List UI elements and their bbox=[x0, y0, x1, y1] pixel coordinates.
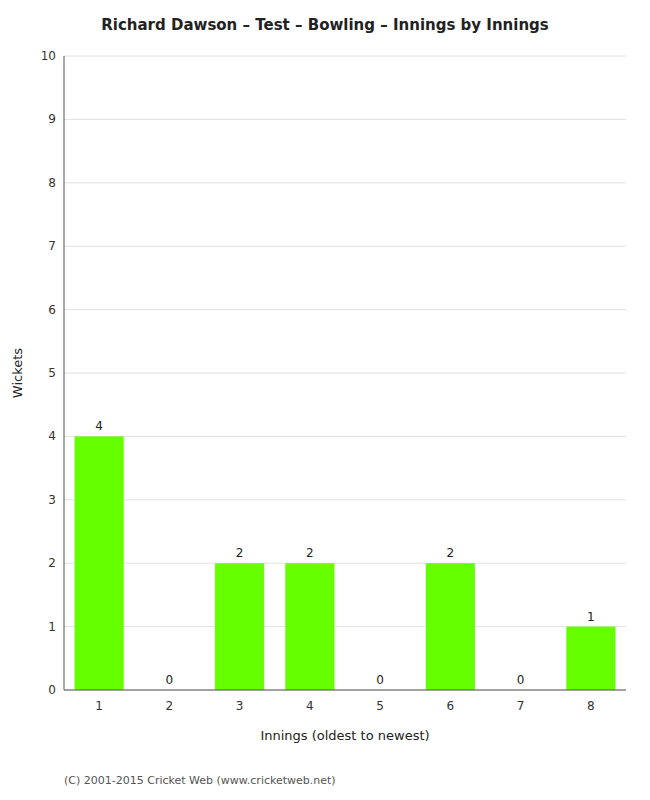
data-label: 1 bbox=[587, 610, 595, 624]
grid-line bbox=[64, 246, 626, 247]
chart-svg: 0 1 2 3 4 5 6 7 8 9 10 1 2 3 4 5 6 7 8 4 0 2 2 0 2 0 1 Richard Daws… bbox=[0, 0, 650, 800]
y-tick-label: 6 bbox=[48, 303, 56, 317]
y-axis-title: Wickets bbox=[10, 348, 25, 398]
y-tick-label: 3 bbox=[48, 493, 56, 507]
bars bbox=[75, 436, 616, 690]
data-label: 4 bbox=[95, 419, 103, 433]
x-axis: 1 2 3 4 5 6 7 8 bbox=[95, 699, 594, 713]
x-tick-label: 2 bbox=[166, 699, 174, 713]
bar bbox=[285, 563, 334, 690]
y-tick-label: 8 bbox=[48, 176, 56, 190]
y-tick-label: 4 bbox=[48, 429, 56, 443]
y-tick-label: 2 bbox=[48, 556, 56, 570]
data-label: 2 bbox=[236, 546, 244, 560]
data-label: 0 bbox=[166, 673, 174, 687]
data-label: 2 bbox=[447, 546, 455, 560]
data-labels: 4 0 2 2 0 2 0 1 bbox=[95, 419, 594, 687]
x-tick-label: 5 bbox=[376, 699, 384, 713]
grid bbox=[64, 56, 626, 690]
y-tick-label: 5 bbox=[48, 366, 56, 380]
y-axis: 0 1 2 3 4 5 6 7 8 9 10 bbox=[41, 49, 56, 697]
grid-line bbox=[64, 56, 626, 57]
title: Richard Dawson – Test – Bowling – Inning… bbox=[101, 16, 549, 34]
grid-line bbox=[64, 309, 626, 310]
grid-line bbox=[64, 499, 626, 500]
data-label: 0 bbox=[517, 673, 525, 687]
data-label: 0 bbox=[376, 673, 384, 687]
y-tick-label: 1 bbox=[48, 620, 56, 634]
grid-line bbox=[64, 690, 626, 691]
chart-container: 0 1 2 3 4 5 6 7 8 9 10 1 2 3 4 5 6 7 8 4 0 2 2 0 2 0 1 Richard Daws… bbox=[0, 0, 650, 800]
x-tick-label: 6 bbox=[447, 699, 455, 713]
bar bbox=[75, 436, 124, 690]
x-tick-label: 8 bbox=[587, 699, 595, 713]
grid-line bbox=[64, 119, 626, 120]
bar bbox=[426, 563, 475, 690]
y-axis-line bbox=[64, 56, 65, 690]
y-tick-label: 0 bbox=[48, 683, 56, 697]
grid-line bbox=[64, 182, 626, 183]
background bbox=[0, 0, 650, 800]
bar bbox=[215, 563, 264, 690]
footer-annotation: (C) 2001-2015 Cricket Web (www.cricketwe… bbox=[64, 774, 336, 787]
grid-line bbox=[64, 373, 626, 374]
x-axis-title: Innings (oldest to newest) bbox=[260, 728, 429, 743]
x-tick-label: 3 bbox=[236, 699, 244, 713]
x-axis-line bbox=[64, 690, 626, 691]
x-tick-label: 1 bbox=[95, 699, 103, 713]
grid-line bbox=[64, 563, 626, 564]
y-tick-label: 9 bbox=[48, 112, 56, 126]
x-tick-label: 4 bbox=[306, 699, 314, 713]
x-tick-label: 7 bbox=[517, 699, 525, 713]
y-tick-label: 10 bbox=[41, 49, 56, 63]
data-label: 2 bbox=[306, 546, 314, 560]
grid-line bbox=[64, 626, 626, 627]
y-tick-label: 7 bbox=[48, 239, 56, 253]
bar bbox=[566, 627, 615, 690]
grid-line bbox=[64, 436, 626, 437]
